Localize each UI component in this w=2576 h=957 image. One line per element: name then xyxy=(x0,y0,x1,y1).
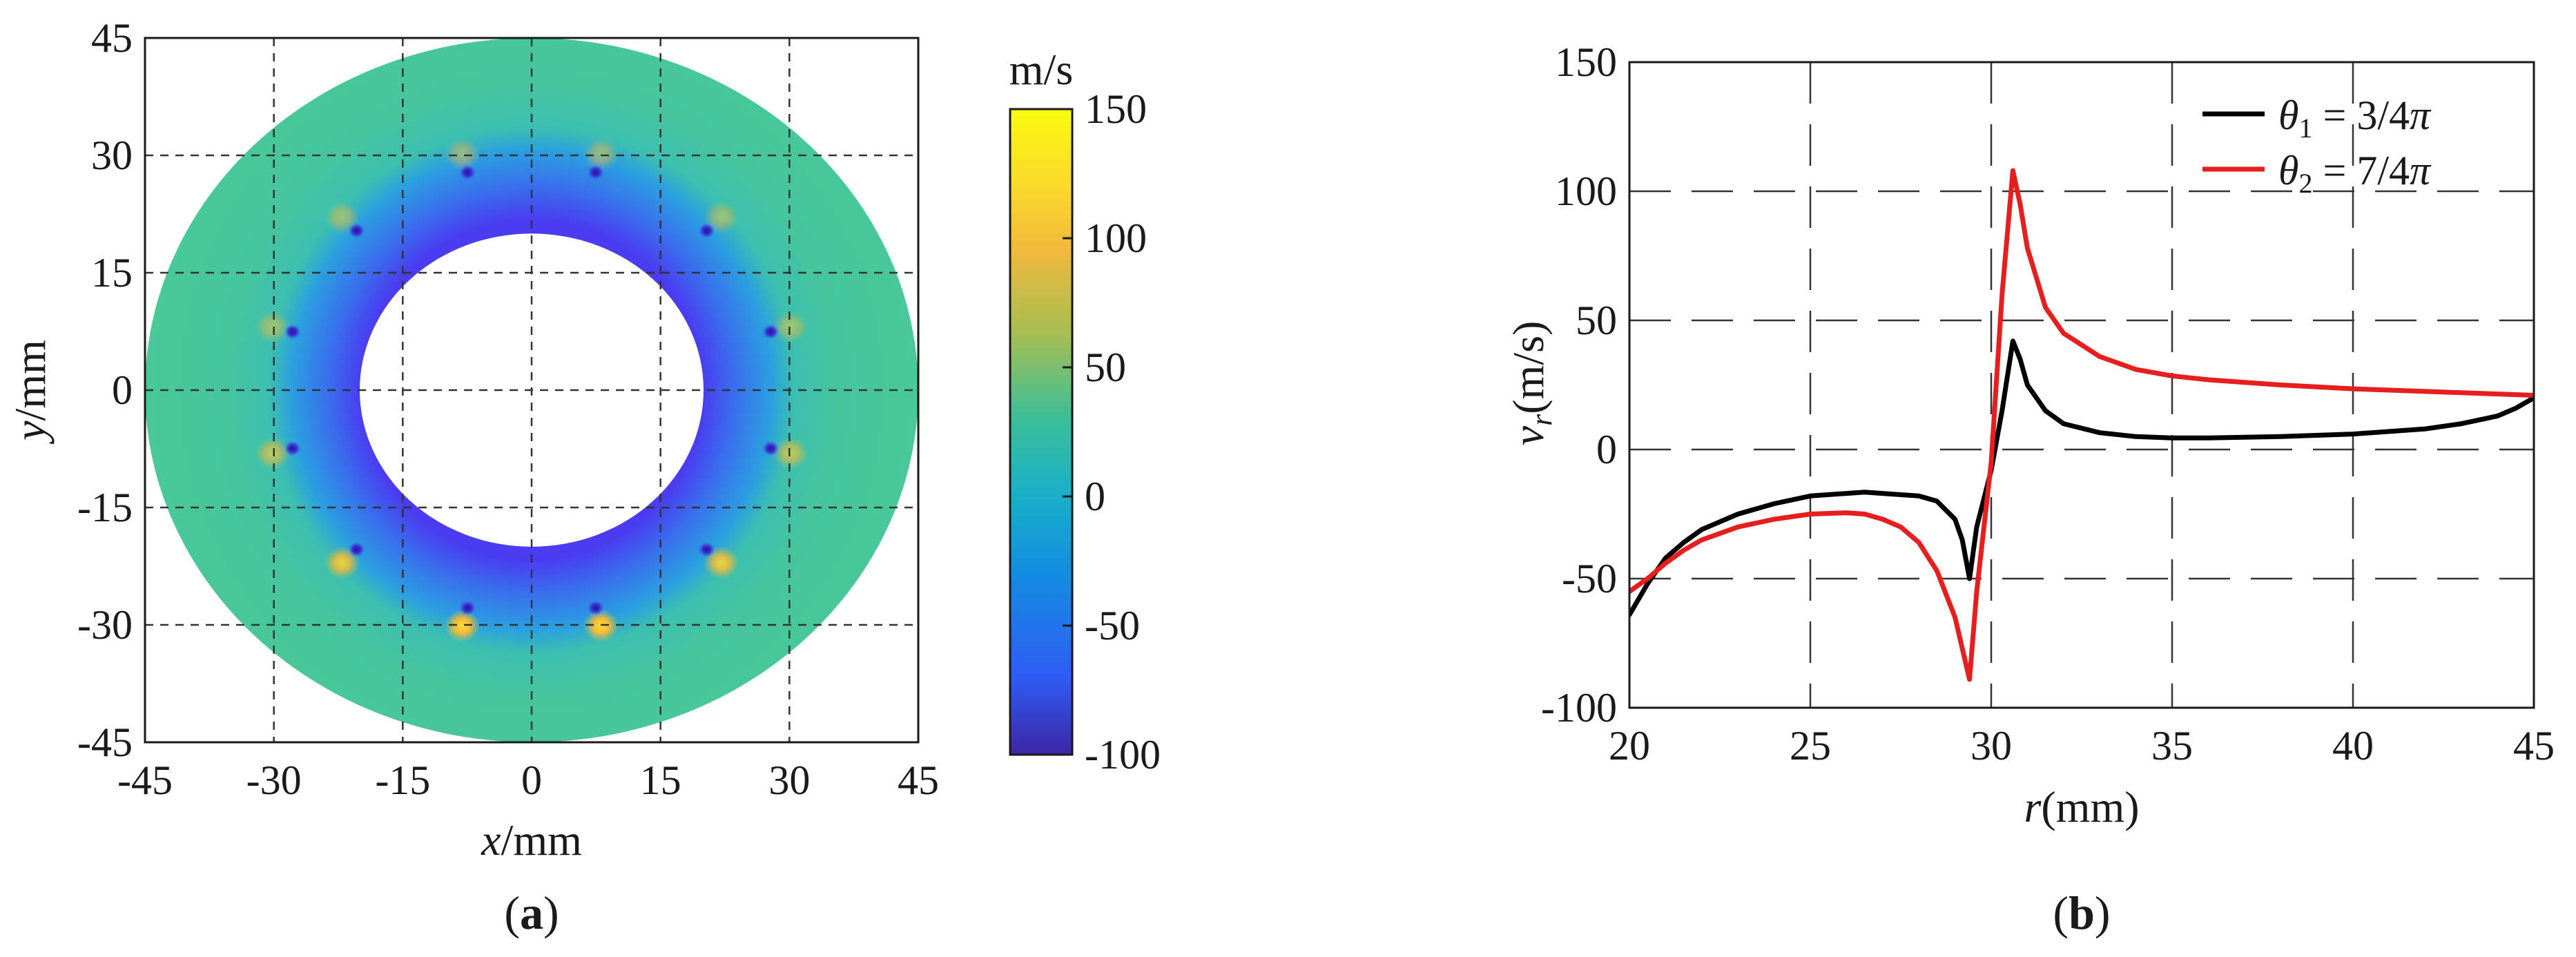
y-tick-label: 150 xyxy=(1555,39,1617,85)
coldspot xyxy=(762,324,779,340)
panel-a-label: (a) xyxy=(504,887,559,939)
coldspot xyxy=(348,541,365,557)
y-tick-label: 45 xyxy=(91,15,133,61)
coldspot xyxy=(348,223,365,239)
legend-label-theta2: θ2 = 7/4π xyxy=(2278,148,2432,199)
line-chart-panel: 20 25 30 35 40 45 150 100 50 0 -50 -100 θ1 = 3/4π θ… xyxy=(1504,39,2555,939)
x-tick-label: 40 xyxy=(2332,723,2374,768)
axes-box-b xyxy=(1628,61,2535,709)
hotspot xyxy=(773,310,809,344)
y-tick-label: 15 xyxy=(91,250,133,296)
panel-b-label: (b) xyxy=(2053,887,2110,939)
y-tick-label: -100 xyxy=(1541,685,1617,731)
hotspot xyxy=(583,609,619,643)
colorbar-unit: m/s xyxy=(1009,45,1073,94)
coldspot xyxy=(284,441,301,456)
hotspot xyxy=(583,137,619,171)
y-tick-label: -50 xyxy=(1562,556,1617,601)
y-axis-label-b: vr(m/s) xyxy=(1504,321,1558,446)
y-tick-label: 100 xyxy=(1555,168,1617,214)
colorbar xyxy=(1009,108,1074,756)
x-tick-label: -30 xyxy=(246,757,302,803)
colorbar-tick-label: 150 xyxy=(1085,86,1147,132)
legend-label-theta1: θ1 = 3/4π xyxy=(2278,93,2432,144)
y-tick-label: 0 xyxy=(1596,427,1617,472)
colorbar-tick-label: -100 xyxy=(1085,732,1161,777)
hotspot xyxy=(254,310,291,344)
x-tick-label: 45 xyxy=(2513,723,2555,768)
plot-area-b xyxy=(1629,62,2534,708)
coldspot xyxy=(698,223,715,239)
coldspot xyxy=(587,164,604,180)
x-axis-label: x/mm xyxy=(481,815,582,864)
hotspot xyxy=(773,436,809,470)
y-tick-label: -45 xyxy=(77,719,133,765)
legend: θ1 = 3/4π θ2 = 7/4π xyxy=(2202,93,2432,199)
y-tick-label: -30 xyxy=(77,602,133,648)
coldspot xyxy=(762,441,779,456)
x-tick-label: 30 xyxy=(768,757,810,803)
series-line-theta2 xyxy=(1629,168,2534,682)
x-tick-label: 30 xyxy=(1970,723,2012,768)
coldspot xyxy=(459,164,476,180)
colorbar-tick-label: 0 xyxy=(1085,474,1105,519)
x-tick-label: 20 xyxy=(1609,723,1650,768)
hotspot xyxy=(444,137,481,171)
x-axis-label-b: r(mm) xyxy=(2024,782,2139,831)
coldspot xyxy=(698,541,715,557)
coldspot xyxy=(284,324,301,340)
x-tick-label: 45 xyxy=(898,757,939,803)
x-tick-label: 15 xyxy=(640,757,681,803)
coldspot xyxy=(459,600,476,616)
x-tick-label: -15 xyxy=(375,757,430,803)
colorbar-tick-label: 50 xyxy=(1085,345,1126,390)
x-tick-label: 35 xyxy=(2151,723,2193,768)
axes-box xyxy=(144,37,920,744)
y-tick-label: 0 xyxy=(112,367,133,413)
colorbar-tick-label: -50 xyxy=(1085,603,1140,648)
hotspot xyxy=(254,436,291,470)
x-tick-label: 25 xyxy=(1790,723,1831,768)
x-tick-label: -45 xyxy=(117,757,173,803)
x-tick-label: 0 xyxy=(521,757,542,803)
heatmap-panel: -45 -30 -15 0 15 30 45 -45 -30 -15 0 15 30 45 x/mm y/… xyxy=(6,15,1161,939)
y-tick-label: -15 xyxy=(77,485,133,530)
coldspot xyxy=(587,600,604,616)
colorbar-tick-label: 100 xyxy=(1085,215,1147,261)
y-tick-label: 50 xyxy=(1576,298,1617,343)
y-axis-label: y/mm xyxy=(6,340,55,445)
y-tick-label: 30 xyxy=(91,133,133,178)
hotspot xyxy=(444,609,481,643)
